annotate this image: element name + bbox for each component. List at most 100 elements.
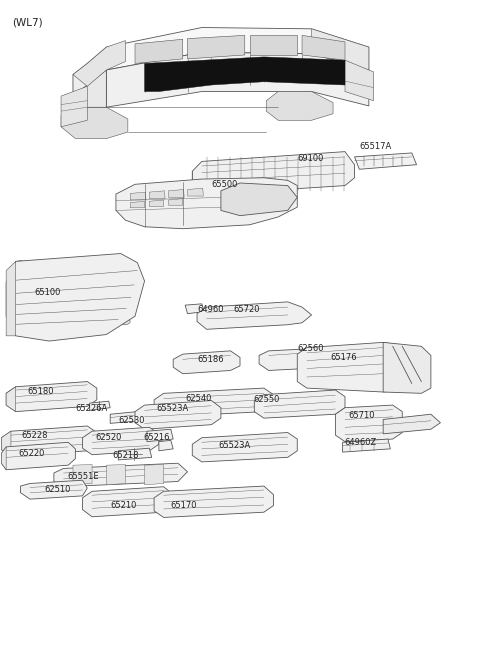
Polygon shape: [107, 28, 369, 70]
Ellipse shape: [104, 275, 116, 281]
Polygon shape: [73, 41, 125, 87]
Ellipse shape: [233, 494, 252, 510]
Ellipse shape: [29, 304, 41, 310]
Polygon shape: [302, 35, 345, 60]
Polygon shape: [383, 414, 441, 434]
Polygon shape: [266, 92, 333, 120]
Ellipse shape: [69, 260, 81, 267]
Polygon shape: [154, 486, 274, 518]
Ellipse shape: [205, 312, 217, 325]
Polygon shape: [168, 199, 183, 205]
Ellipse shape: [83, 304, 95, 310]
Ellipse shape: [10, 318, 22, 325]
Ellipse shape: [327, 358, 344, 377]
Ellipse shape: [82, 318, 94, 325]
Text: 62530: 62530: [118, 417, 145, 425]
Polygon shape: [197, 302, 312, 329]
Polygon shape: [312, 29, 369, 70]
Polygon shape: [61, 87, 87, 127]
Text: 64960Z: 64960Z: [344, 438, 376, 447]
Polygon shape: [144, 464, 164, 485]
Ellipse shape: [123, 260, 135, 267]
Text: 65218: 65218: [112, 451, 139, 460]
Ellipse shape: [279, 92, 320, 119]
Ellipse shape: [180, 396, 195, 409]
Polygon shape: [147, 429, 173, 441]
Polygon shape: [6, 261, 16, 336]
Polygon shape: [192, 152, 355, 195]
Polygon shape: [107, 464, 125, 485]
Ellipse shape: [81, 114, 104, 130]
Text: 65517A: 65517A: [360, 142, 392, 151]
Text: 65170: 65170: [171, 501, 197, 510]
Ellipse shape: [122, 275, 134, 281]
Polygon shape: [168, 190, 184, 197]
Polygon shape: [192, 432, 297, 462]
Ellipse shape: [31, 275, 43, 281]
Polygon shape: [254, 390, 345, 418]
Polygon shape: [355, 153, 417, 169]
Polygon shape: [259, 349, 316, 371]
Ellipse shape: [164, 408, 178, 421]
Text: 65551E: 65551E: [67, 472, 99, 482]
Ellipse shape: [120, 304, 132, 310]
Ellipse shape: [13, 275, 25, 281]
Polygon shape: [250, 35, 297, 55]
Text: 65523A: 65523A: [156, 405, 189, 413]
Ellipse shape: [118, 318, 130, 325]
Text: 65220: 65220: [18, 449, 45, 458]
Polygon shape: [61, 107, 128, 138]
Text: 65216: 65216: [144, 432, 170, 441]
Ellipse shape: [66, 289, 78, 296]
Ellipse shape: [128, 451, 140, 457]
Polygon shape: [21, 480, 87, 499]
Ellipse shape: [47, 304, 59, 310]
Polygon shape: [118, 448, 152, 460]
Polygon shape: [144, 57, 345, 92]
Polygon shape: [90, 401, 110, 410]
Polygon shape: [1, 431, 11, 456]
Text: 65100: 65100: [35, 287, 61, 297]
Polygon shape: [73, 47, 107, 96]
Ellipse shape: [48, 289, 60, 296]
Ellipse shape: [33, 260, 45, 267]
Ellipse shape: [223, 440, 238, 453]
Polygon shape: [149, 200, 164, 207]
Ellipse shape: [358, 442, 371, 449]
Polygon shape: [149, 191, 165, 199]
Polygon shape: [297, 342, 421, 392]
Ellipse shape: [154, 432, 164, 440]
Ellipse shape: [14, 260, 26, 267]
Text: 62510: 62510: [44, 485, 71, 495]
Text: (WL7): (WL7): [12, 18, 43, 28]
Ellipse shape: [87, 260, 99, 267]
Polygon shape: [345, 60, 373, 100]
Polygon shape: [336, 405, 402, 441]
Ellipse shape: [101, 304, 113, 310]
Text: 65186: 65186: [197, 355, 224, 364]
Text: 62540: 62540: [185, 394, 212, 403]
Polygon shape: [343, 439, 390, 452]
Text: 62550: 62550: [253, 396, 280, 404]
Polygon shape: [188, 35, 245, 59]
Polygon shape: [159, 440, 173, 451]
Polygon shape: [154, 388, 274, 417]
Text: 62520: 62520: [95, 432, 121, 441]
Ellipse shape: [249, 191, 274, 209]
Ellipse shape: [288, 98, 311, 113]
Polygon shape: [221, 183, 297, 216]
Ellipse shape: [49, 275, 61, 281]
Polygon shape: [116, 178, 297, 229]
Text: 65210: 65210: [110, 501, 137, 510]
Ellipse shape: [28, 318, 39, 325]
Polygon shape: [130, 192, 146, 200]
Polygon shape: [6, 382, 97, 411]
Ellipse shape: [46, 318, 58, 325]
Text: 65720: 65720: [233, 305, 260, 314]
Polygon shape: [110, 411, 140, 423]
Polygon shape: [173, 351, 240, 374]
Ellipse shape: [161, 443, 168, 449]
Ellipse shape: [283, 398, 297, 411]
Polygon shape: [1, 447, 6, 470]
Ellipse shape: [105, 260, 117, 267]
